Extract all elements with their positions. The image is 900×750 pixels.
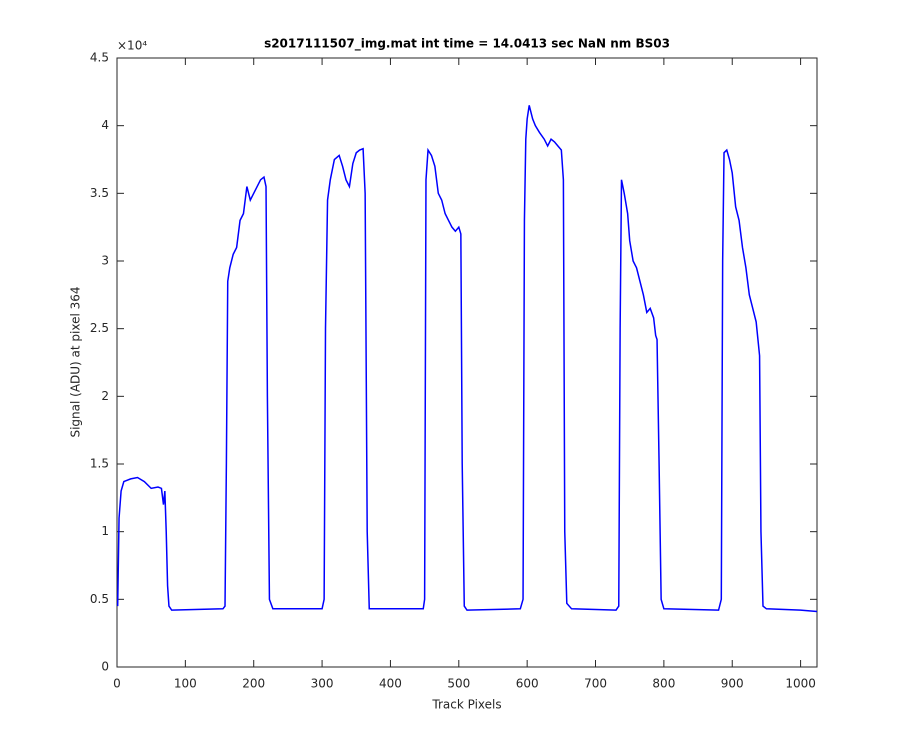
y-tick-label: 1.5 — [90, 457, 109, 471]
x-tick-label: 200 — [242, 677, 265, 691]
x-tick-label: 0 — [113, 677, 121, 691]
y-axis-label: Signal (ADU) at pixel 364 — [69, 286, 83, 437]
axes-box — [116, 57, 818, 668]
x-axis-label: Track Pixels — [431, 698, 501, 712]
x-tick-label: 700 — [584, 677, 607, 691]
x-tick-label: 1000 — [785, 677, 816, 691]
y-tick-label: 3 — [101, 254, 109, 268]
y-tick-label: 0.5 — [90, 592, 109, 606]
y-tick-label: 2 — [101, 389, 109, 403]
x-tick-label: 100 — [174, 677, 197, 691]
x-tick-label: 900 — [721, 677, 744, 691]
x-tick-label: 500 — [447, 677, 470, 691]
y-multiplier: ×10⁴ — [117, 39, 147, 53]
y-tick-label: 4 — [101, 118, 109, 132]
x-tick-label: 600 — [516, 677, 539, 691]
y-tick-label: 3.5 — [90, 186, 109, 200]
y-tick-label: 2.5 — [90, 321, 109, 335]
y-tick-label: 0 — [101, 660, 109, 674]
line-series — [116, 105, 818, 613]
chart-title: s2017111507_img.mat int time = 14.0413 s… — [264, 37, 670, 52]
y-tick-label: 1 — [101, 524, 109, 538]
x-tick-label: 800 — [652, 677, 675, 691]
x-tick-label: 300 — [311, 677, 334, 691]
y-tick-label: 4.5 — [90, 51, 109, 65]
x-tick-label: 400 — [379, 677, 402, 691]
